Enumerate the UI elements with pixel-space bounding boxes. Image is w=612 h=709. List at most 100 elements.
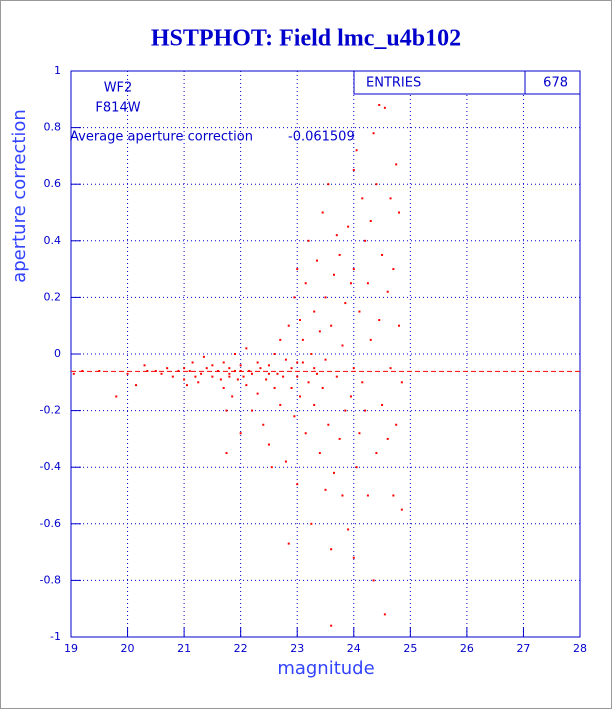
point — [267, 364, 270, 367]
point — [361, 197, 364, 200]
point — [228, 372, 231, 375]
point — [341, 344, 344, 347]
point — [290, 367, 293, 370]
point — [310, 522, 313, 525]
x-tick-label: 19 — [64, 642, 78, 655]
point — [344, 302, 347, 305]
y-tick-label: 1 — [54, 64, 61, 77]
point — [383, 613, 386, 616]
point — [183, 378, 186, 381]
point — [347, 528, 350, 531]
point — [324, 488, 327, 491]
point — [364, 239, 367, 242]
point — [400, 381, 403, 384]
point — [366, 282, 369, 285]
point — [304, 282, 307, 285]
y-tick-label: 0 — [54, 347, 61, 360]
point — [400, 508, 403, 511]
point — [143, 364, 146, 367]
point — [332, 471, 335, 474]
y-tick-label: -0.6 — [40, 517, 61, 530]
point — [338, 437, 341, 440]
y-axis-label: aperture correction — [9, 109, 30, 283]
y-tick-label: -1 — [50, 630, 61, 643]
x-tick-label: 22 — [234, 642, 248, 655]
point — [250, 409, 253, 412]
point — [282, 375, 285, 378]
point — [327, 423, 330, 426]
point — [338, 253, 341, 256]
point — [352, 169, 355, 172]
x-tick-label: 20 — [121, 642, 135, 655]
point — [197, 381, 200, 384]
point — [389, 367, 392, 370]
x-tick-label: 27 — [516, 642, 530, 655]
point — [375, 183, 378, 186]
point — [392, 268, 395, 271]
stats-label: ENTRIES — [366, 76, 421, 91]
point — [330, 624, 333, 627]
point — [335, 234, 338, 237]
point — [228, 375, 231, 378]
point — [310, 353, 313, 355]
chart-title: HSTPHOT: Field lmc_u4b102 — [151, 26, 461, 52]
x-axis-label: magnitude — [277, 658, 374, 679]
point — [321, 386, 324, 389]
point — [355, 466, 358, 469]
point — [234, 353, 237, 355]
y-tick-label: 0.6 — [44, 177, 62, 190]
point — [81, 369, 84, 372]
point — [398, 324, 401, 327]
y-tick-label: 0.8 — [44, 121, 62, 134]
point — [171, 375, 174, 378]
point — [341, 494, 344, 497]
point — [352, 556, 355, 559]
point — [270, 466, 273, 469]
point — [202, 355, 205, 358]
point — [383, 106, 386, 109]
x-tick-label: 25 — [403, 642, 417, 655]
point — [236, 378, 239, 381]
point — [115, 395, 118, 398]
stats-box — [353, 70, 581, 95]
point — [239, 364, 242, 367]
point — [276, 372, 279, 375]
y-tick-label: 0.4 — [44, 234, 62, 247]
point — [398, 211, 401, 214]
point — [395, 423, 398, 426]
point — [301, 361, 304, 364]
point — [267, 372, 270, 375]
x-tick-label: 26 — [460, 642, 474, 655]
point — [318, 452, 321, 455]
x-tick-label: 23 — [290, 642, 304, 655]
point — [239, 369, 242, 372]
point — [361, 381, 364, 384]
point — [378, 103, 381, 106]
point — [225, 409, 228, 412]
point — [146, 369, 149, 372]
point — [355, 149, 358, 152]
annotation: WF2 — [104, 81, 133, 96]
point — [188, 369, 191, 372]
point — [135, 384, 138, 387]
point — [231, 395, 234, 398]
point — [369, 219, 372, 222]
point — [248, 369, 251, 372]
point — [381, 253, 384, 256]
point — [194, 375, 197, 378]
point — [381, 403, 384, 406]
point — [316, 259, 319, 262]
point — [245, 347, 248, 350]
point — [265, 378, 268, 381]
average-label: Average aperture correction — [70, 130, 253, 145]
point — [349, 395, 352, 398]
point — [228, 367, 231, 370]
point — [222, 361, 225, 364]
point — [250, 372, 253, 375]
point — [344, 409, 347, 412]
point — [239, 432, 242, 435]
y-tick-label: 0.2 — [44, 290, 62, 303]
point — [395, 163, 398, 166]
y-tick-label: -0.2 — [40, 404, 61, 417]
point — [273, 353, 276, 355]
